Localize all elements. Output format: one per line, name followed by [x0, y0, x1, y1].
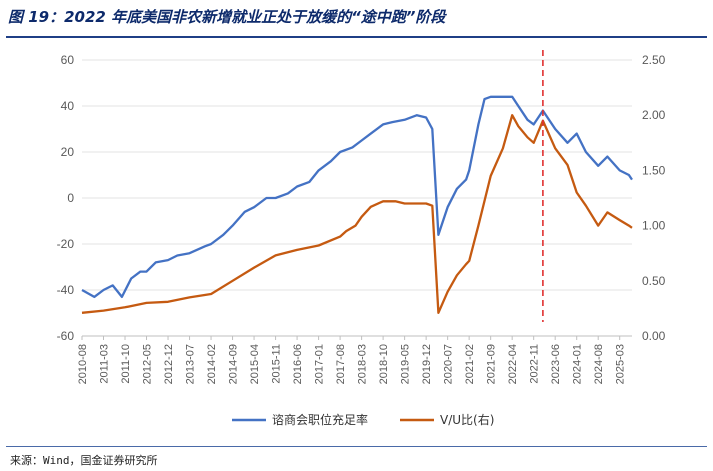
x-tick-label: 2024-01: [572, 344, 584, 384]
left-y-tick-label: 0: [67, 191, 74, 205]
x-tick-label: 2019-12: [421, 344, 433, 384]
x-tick-label: 2014-02: [206, 344, 218, 384]
left-y-tick-label: -60: [57, 329, 75, 343]
x-tick-label: 2018-10: [378, 344, 390, 384]
x-tick-label: 2018-03: [357, 344, 369, 384]
left-y-axis: 60 40 20 0 -20 -40 -60: [57, 53, 75, 343]
x-tick-label: 2024-08: [593, 344, 605, 384]
series-line-job-adequacy: [81, 95, 633, 299]
legend-label: V/U比(右): [440, 412, 494, 427]
title-rule: [6, 36, 707, 38]
left-y-tick-label: 20: [61, 145, 75, 159]
x-tick-label: 2017-08: [335, 344, 347, 384]
left-y-tick-label: 40: [61, 99, 75, 113]
left-y-tick-label: 60: [61, 53, 75, 67]
x-tick-label: 2012-05: [142, 344, 154, 384]
x-tick-label: 2020-07: [443, 344, 455, 384]
legend: 谘商会职位充足率 V/U比(右): [232, 412, 494, 427]
x-tick-label: 2016-06: [292, 344, 304, 384]
x-tick-label: 2025-03: [615, 344, 627, 384]
x-tick-label: 2010-08: [77, 344, 89, 384]
x-tick-label: 2023-06: [550, 344, 562, 384]
gridlines: [82, 59, 632, 337]
x-tick-label: 2013-07: [185, 344, 197, 384]
x-tick-label: 2019-05: [400, 344, 412, 384]
right-y-tick-label: 2.50: [642, 53, 666, 67]
x-tick-label: 2017-01: [314, 344, 326, 384]
right-y-tick-label: 1.50: [642, 163, 666, 177]
right-y-tick-label: 0.50: [642, 274, 666, 288]
x-tick-label: 2014-09: [228, 344, 240, 384]
x-tick-label: 2022-11: [529, 344, 541, 384]
x-tick-label: 2022-04: [507, 344, 519, 384]
source-note: 来源：Wind，国金证券研究所: [10, 454, 158, 467]
x-tick-label: 2015-04: [249, 344, 261, 384]
right-y-tick-label: 0.00: [642, 329, 666, 343]
x-tick-label: 2021-09: [486, 344, 498, 384]
x-tick-label: 2015-11: [271, 344, 283, 384]
chart-title: 图 19：2022 年底美国非农新增就业正处于放缓的“途中跑”阶段: [8, 8, 446, 26]
x-tick-label: 2011-10: [120, 344, 132, 384]
left-y-tick-label: -20: [57, 237, 75, 251]
x-tick-label: 2021-02: [464, 344, 476, 384]
x-axis: 2010-08 2011-03 2011-10 2012-05 2012-12 2013-…: [77, 336, 627, 384]
right-y-axis: 2.50 2.00 1.50 1.00 0.50 0.00: [642, 53, 666, 343]
series-layer: [81, 95, 633, 314]
x-tick-label: 2012-12: [163, 344, 175, 384]
right-y-tick-label: 1.00: [642, 219, 666, 233]
left-y-tick-label: -40: [57, 283, 75, 297]
bottom-rule: [6, 446, 707, 447]
right-y-tick-label: 2.00: [642, 108, 666, 122]
x-tick-label: 2011-03: [99, 344, 111, 384]
legend-label: 谘商会职位充足率: [272, 412, 368, 427]
series-line-vu-ratio: [81, 114, 633, 314]
